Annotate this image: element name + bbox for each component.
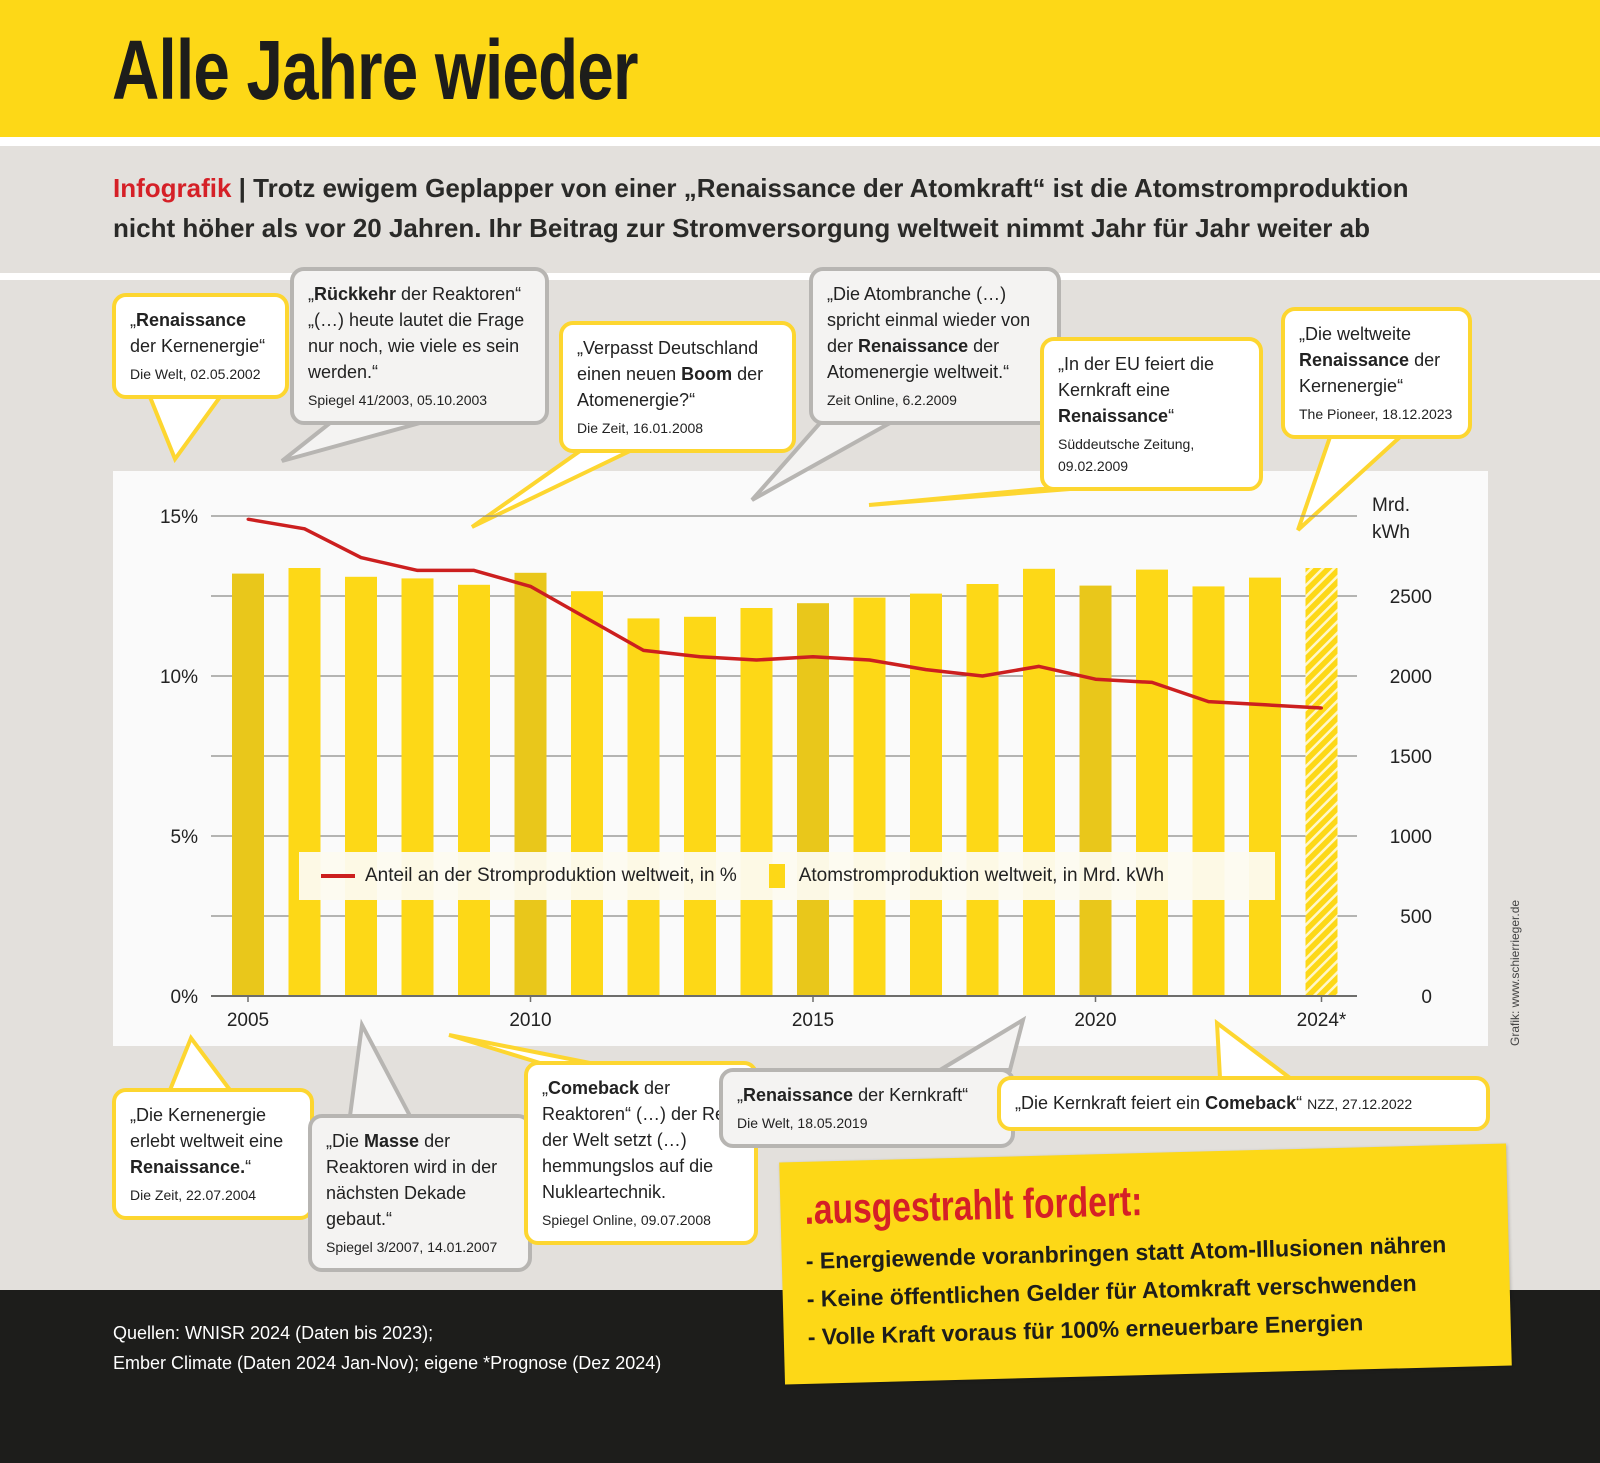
- quote-segment: “: [245, 1157, 252, 1177]
- sources: Quellen: WNISR 2024 (Daten bis 2023); Em…: [113, 1318, 661, 1378]
- quote-segment: “: [1296, 1093, 1308, 1113]
- quote-text: „Die Kernenergie erlebt weltweit eine Re…: [130, 1102, 296, 1180]
- legend-line-swatch: [321, 874, 355, 878]
- quote-callout: „Die Masse der Reaktoren wird in der näc…: [308, 1114, 532, 1272]
- quote-source: Die Zeit, 22.07.2004: [130, 1187, 257, 1203]
- quote-keyword: Masse: [364, 1131, 420, 1151]
- sources-line2: Ember Climate (Daten 2024 Jan-Nov); eige…: [113, 1353, 662, 1373]
- quote-segment: „: [737, 1085, 743, 1105]
- quote-segment: der Kernenergie“: [130, 336, 266, 356]
- header-band: Alle Jahre wieder: [0, 0, 1600, 137]
- quote-callout: „In der EU feiert die Kernkraft eine Ren…: [1040, 337, 1263, 491]
- quote-segment: „Die weltweite: [1299, 324, 1412, 344]
- quote-keyword: Renaissance: [136, 310, 247, 330]
- quote-segment: der Kernkraft“: [853, 1085, 969, 1105]
- quote-segment: der Reaktoren“ (…) der Rest der Welt set…: [542, 1078, 740, 1202]
- divider: [0, 273, 1600, 280]
- quote-source: Zeit Online, 6.2.2009: [827, 392, 957, 408]
- legend-line-label: Anteil an der Stromproduktion weltweit, …: [365, 865, 737, 886]
- quote-source: NZZ, 27.12.2022: [1307, 1096, 1413, 1112]
- quote-source: The Pioneer, 18.12.2023: [1299, 406, 1453, 422]
- quote-segment: der Reaktoren“ „(…) heute lautet die Fra…: [308, 284, 525, 382]
- quote-callout: „Renaissance der Kernenergie“ Die Welt, 0…: [112, 293, 289, 399]
- quote-source-line: Die Zeit, 22.07.2004: [130, 1184, 296, 1206]
- quote-text: „In der EU feiert die Kernkraft eine Ren…: [1058, 351, 1245, 429]
- quote-segment: „Die: [326, 1131, 365, 1151]
- callout-pointer: [280, 421, 421, 463]
- quote-segment: der Kernenergie“: [1299, 350, 1441, 396]
- quote-text: „Comeback der Reaktoren“ (…) der Rest de…: [542, 1075, 740, 1205]
- quote-source-line: Die Welt, 18.05.2019: [737, 1112, 997, 1134]
- quote-source: Spiegel 41/2003, 05.10.2003: [308, 392, 488, 408]
- quote-text: „Die Masse der Reaktoren wird in der näc…: [326, 1128, 514, 1232]
- quote-source-line: Die Welt, 02.05.2002: [130, 363, 271, 385]
- quote-segment: „In der EU feiert die Kernkraft eine: [1058, 354, 1215, 400]
- subtitle-line1: | Trotz ewigem Geplapper von einer „Rena…: [231, 173, 1409, 203]
- quote-segment: „: [308, 284, 314, 304]
- quote-segment: „Die Kernenergie erlebt weltweit eine: [130, 1105, 284, 1151]
- sources-line1: Quellen: WNISR 2024 (Daten bis 2023);: [113, 1323, 434, 1343]
- quote-callout: „Die weltweite Renaissance der Kernenerg…: [1281, 307, 1472, 439]
- quote-text: „Die weltweite Renaissance der Kernenerg…: [1299, 321, 1454, 399]
- quote-segment: „: [130, 310, 136, 330]
- quote-text: „Verpasst Deutschland einen neuen Boom d…: [577, 335, 778, 413]
- subtitle: Infografik | Trotz ewigem Geplapper von …: [113, 168, 1553, 248]
- page-title: Alle Jahre wieder: [112, 23, 638, 117]
- graphic-credit: Grafik: www.schierrieger.de: [1508, 899, 1522, 1046]
- quote-segment: der Atomenergie?“: [577, 364, 764, 410]
- quote-keyword: Comeback: [1205, 1093, 1297, 1113]
- quote-source: Süddeutsche Zeitung, 09.02.2009: [1058, 436, 1195, 474]
- quote-keyword: Comeback: [548, 1078, 640, 1098]
- quote-segment: „: [542, 1078, 548, 1098]
- quote-source-line: Die Zeit, 16.01.2008: [577, 417, 778, 439]
- quote-source: Die Welt, 18.05.2019: [737, 1115, 868, 1131]
- quote-keyword: Boom: [681, 364, 733, 384]
- legend-bar-label: Atomstromproduktion weltweit, in Mrd. kW…: [798, 865, 1165, 886]
- quote-callout: „Die Atombranche (…) spricht einmal wied…: [809, 267, 1061, 425]
- quote-segment: „Die Atombranche (…) spricht einmal wied…: [827, 284, 1031, 356]
- quote-text: „Die Kernkraft feiert ein Comeback“ NZZ,…: [1015, 1090, 1472, 1117]
- quote-text: „Rückkehr der Reaktoren“ „(…) heute laut…: [308, 281, 531, 385]
- quote-source: Die Zeit, 16.01.2008: [577, 420, 704, 436]
- quote-callout: „Comeback der Reaktoren“ (…) der Rest de…: [524, 1061, 758, 1245]
- quote-source-line: Spiegel 41/2003, 05.10.2003: [308, 389, 531, 411]
- quote-source: Spiegel 3/2007, 14.01.2007: [326, 1239, 498, 1255]
- chart-panel: [113, 471, 1488, 1046]
- subtitle-label: Infografik: [113, 173, 232, 203]
- quote-callout: „Verpasst Deutschland einen neuen Boom d…: [559, 321, 796, 453]
- quote-callout: „Rückkehr der Reaktoren“ „(…) heute laut…: [290, 267, 549, 425]
- legend-bar-swatch: [768, 864, 785, 888]
- quote-source-line: The Pioneer, 18.12.2023: [1299, 403, 1454, 425]
- quote-keyword: Rückkehr: [314, 284, 397, 304]
- quote-callout: „Die Kernkraft feiert ein Comeback“ NZZ,…: [997, 1076, 1490, 1131]
- demands-box: .ausgestrahlt fordert: - Energiewende vo…: [779, 1143, 1512, 1385]
- quote-source-line: Spiegel Online, 09.07.2008: [542, 1209, 740, 1231]
- quote-keyword: Renaissance: [858, 336, 969, 356]
- quote-keyword: Renaissance: [1299, 350, 1410, 370]
- quote-source-line: Süddeutsche Zeitung, 09.02.2009: [1058, 433, 1245, 477]
- quote-callout: „Die Kernenergie erlebt weltweit eine Re…: [112, 1088, 314, 1220]
- subtitle-line2: nicht höher als vor 20 Jahren. Ihr Beitr…: [113, 213, 1370, 243]
- quote-text: „Renaissance der Kernenergie“: [130, 307, 271, 359]
- demands-title: .ausgestrahlt fordert:: [803, 1177, 1143, 1233]
- quote-segment: „Die Kernkraft feiert ein: [1015, 1093, 1206, 1113]
- quote-source: Die Welt, 02.05.2002: [130, 366, 261, 382]
- divider: [0, 137, 1600, 146]
- quote-source-line: Zeit Online, 6.2.2009: [827, 389, 1043, 411]
- quote-segment: „Verpasst Deutschland einen neuen: [577, 338, 759, 384]
- quote-segment: der Atomenergie weltweit.“: [827, 336, 1010, 382]
- quote-keyword: Renaissance: [1058, 406, 1169, 426]
- quote-keyword: Renaissance.: [130, 1157, 246, 1177]
- quote-keyword: Renaissance: [743, 1085, 854, 1105]
- quote-source: Spiegel Online, 09.07.2008: [542, 1212, 711, 1228]
- quote-segment: der Reaktoren wird in der nächsten Dekad…: [326, 1131, 498, 1229]
- quote-segment: “: [1168, 406, 1175, 426]
- quote-callout: „Renaissance der Kernkraft“ Die Welt, 18.…: [719, 1068, 1015, 1148]
- quote-text: „Renaissance der Kernkraft“: [737, 1082, 997, 1108]
- quote-text: „Die Atombranche (…) spricht einmal wied…: [827, 281, 1043, 385]
- quote-source-line: Spiegel 3/2007, 14.01.2007: [326, 1236, 514, 1258]
- chart-legend: Anteil an der Stromproduktion weltweit, …: [299, 852, 1275, 900]
- callout-pointer: [147, 395, 224, 464]
